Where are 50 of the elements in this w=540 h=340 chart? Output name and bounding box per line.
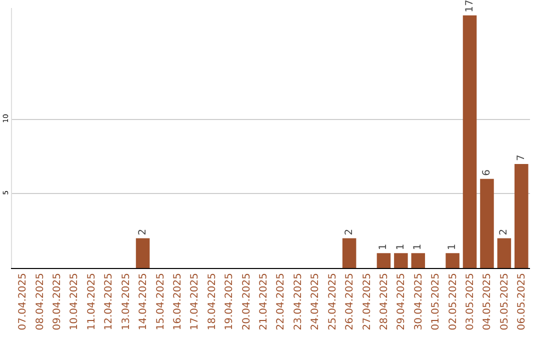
x-tick-label: 10.04.2025 (69, 273, 80, 330)
x-tick-label: 30.04.2025 (413, 273, 424, 330)
data-label: 2 (137, 228, 148, 236)
x-tick-label: 08.04.2025 (34, 273, 46, 330)
x-tick-label: 06.05.2025 (516, 273, 528, 330)
bar (480, 178, 494, 268)
x-tick-label: 24.04.2025 (310, 273, 322, 330)
data-label: 1 (412, 244, 424, 250)
x-tick-label: 15.04.2025 (155, 273, 166, 330)
bar (376, 253, 391, 268)
bar (342, 238, 356, 268)
x-tick-label: 19.04.2025 (224, 273, 236, 330)
data-label: 2 (344, 228, 355, 236)
x-tick-label: 03.05.2025 (465, 273, 476, 330)
x-tick-label: 29.04.2025 (396, 273, 408, 330)
x-tick-label: 16.04.2025 (172, 273, 184, 330)
x-tick-label: 09.04.2025 (52, 273, 63, 330)
bar (497, 238, 512, 268)
x-tick-label: 04.05.2025 (482, 273, 494, 330)
bar (462, 15, 477, 268)
x-tick-label: 26.04.2025 (344, 273, 356, 330)
data-label: 17 (464, 0, 476, 12)
x-tick-label: 20.04.2025 (241, 273, 252, 330)
x-tick-label: 17.04.2025 (190, 273, 201, 330)
bar (446, 253, 460, 268)
x-tick-label: 01.05.2025 (430, 273, 442, 330)
x-tick-label: 21.04.2025 (258, 273, 270, 330)
bar (411, 253, 426, 268)
data-label: 6 (481, 169, 492, 176)
x-tick-label: 23.04.2025 (292, 273, 304, 330)
x-tick-label: 12.04.2025 (104, 273, 115, 330)
data-label: 1 (378, 244, 390, 250)
x-tick-label: 18.04.2025 (206, 273, 218, 330)
x-tick-label: 07.04.2025 (18, 273, 29, 330)
x-tick-label: 02.05.2025 (448, 273, 459, 330)
bar (394, 253, 408, 268)
bar (514, 164, 528, 268)
x-tick-label: 22.04.2025 (276, 273, 287, 330)
x-tick-label: 11.04.2025 (86, 273, 98, 330)
x-tick-label: 14.04.2025 (138, 273, 150, 330)
x-tick-label: 13.04.2025 (120, 273, 132, 330)
data-label: 1 (395, 244, 406, 250)
x-tick-label: 28.04.2025 (378, 273, 390, 330)
x-tick-label: 25.04.2025 (327, 273, 338, 330)
x-tick-label: 27.04.2025 (362, 273, 373, 330)
data-label: 1 (447, 244, 458, 250)
bar (136, 238, 150, 268)
data-label: 7 (516, 154, 527, 161)
x-tick-label: 05.05.2025 (499, 273, 510, 330)
data-label: 2 (498, 228, 510, 236)
